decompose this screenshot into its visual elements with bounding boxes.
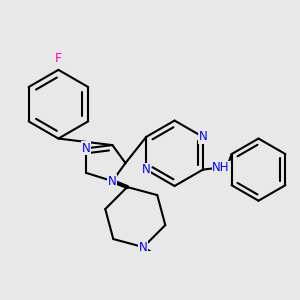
- Text: F: F: [55, 52, 62, 65]
- Text: N: N: [82, 142, 91, 155]
- Text: N: N: [199, 130, 207, 143]
- Text: N: N: [139, 241, 148, 254]
- Text: N: N: [108, 175, 117, 188]
- Text: NH: NH: [212, 161, 230, 175]
- Text: N: N: [142, 163, 151, 176]
